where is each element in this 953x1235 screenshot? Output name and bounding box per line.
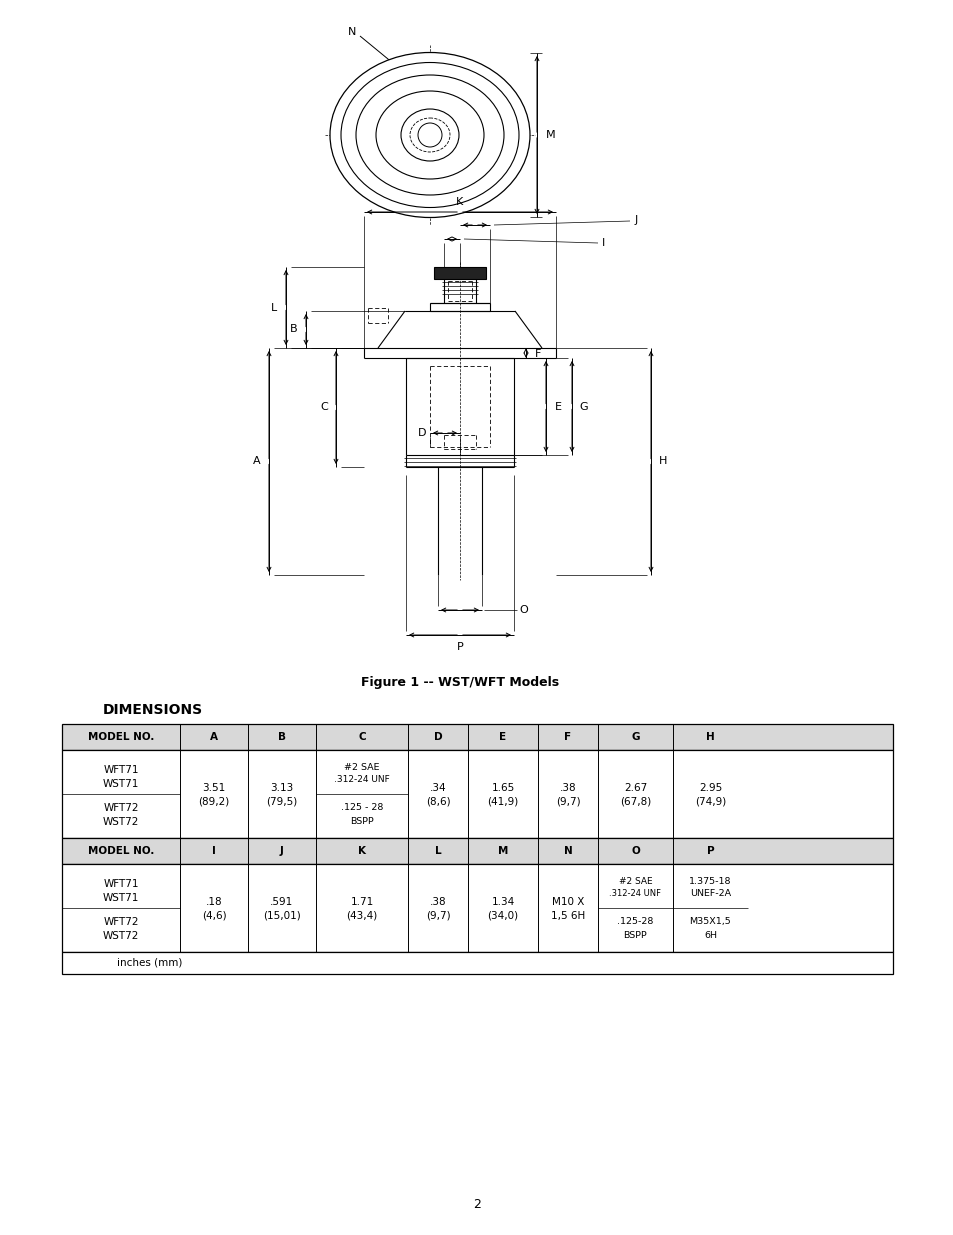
Text: inches (mm): inches (mm) xyxy=(117,958,182,968)
Ellipse shape xyxy=(330,53,530,217)
Text: BSPP: BSPP xyxy=(350,818,374,826)
Text: D: D xyxy=(434,732,442,742)
Bar xyxy=(62,750,892,839)
Text: .18: .18 xyxy=(206,897,222,906)
Text: D: D xyxy=(417,429,426,438)
Text: H: H xyxy=(659,457,666,467)
Text: 1.375-18: 1.375-18 xyxy=(688,878,731,887)
Text: 2: 2 xyxy=(473,1198,480,1212)
Text: M: M xyxy=(546,130,556,140)
Ellipse shape xyxy=(400,109,458,161)
Text: (15,01): (15,01) xyxy=(263,911,300,921)
Text: #2 SAE: #2 SAE xyxy=(618,878,652,887)
Text: K: K xyxy=(357,846,366,856)
Text: .125 - 28: .125 - 28 xyxy=(340,804,383,813)
Text: N: N xyxy=(348,27,355,37)
Bar xyxy=(62,952,892,974)
Text: I: I xyxy=(601,238,605,248)
Text: I: I xyxy=(212,846,215,856)
Text: M: M xyxy=(497,846,508,856)
Text: WST71: WST71 xyxy=(103,893,139,903)
Bar xyxy=(434,267,485,279)
Text: (9,7): (9,7) xyxy=(425,911,450,921)
Text: P: P xyxy=(456,642,463,652)
Text: H: H xyxy=(705,732,714,742)
Text: 1,5 6H: 1,5 6H xyxy=(550,911,584,921)
Text: O: O xyxy=(631,846,639,856)
Text: .34: .34 xyxy=(429,783,446,793)
Text: UNEF-2A: UNEF-2A xyxy=(689,889,730,899)
Text: 1.71: 1.71 xyxy=(350,897,374,906)
Text: Figure 1 -- WST/WFT Models: Figure 1 -- WST/WFT Models xyxy=(360,677,558,689)
Bar xyxy=(62,839,892,864)
Text: WFT71: WFT71 xyxy=(103,879,138,889)
Text: F: F xyxy=(535,350,540,359)
Text: L: L xyxy=(271,303,276,312)
Text: C: C xyxy=(320,403,328,412)
Text: .38: .38 xyxy=(429,897,446,906)
Text: MODEL NO.: MODEL NO. xyxy=(88,732,154,742)
Text: 1.65: 1.65 xyxy=(491,783,514,793)
Text: .591: .591 xyxy=(270,897,294,906)
Text: WST72: WST72 xyxy=(103,931,139,941)
Text: .38: .38 xyxy=(559,783,576,793)
Text: B: B xyxy=(277,732,286,742)
Text: J: J xyxy=(280,846,284,856)
Text: M35X1,5: M35X1,5 xyxy=(689,918,731,926)
Text: WST71: WST71 xyxy=(103,779,139,789)
Text: .125-28: .125-28 xyxy=(617,918,653,926)
Text: WFT72: WFT72 xyxy=(103,918,138,927)
Text: J: J xyxy=(634,215,637,225)
Text: (8,6): (8,6) xyxy=(425,797,450,806)
Ellipse shape xyxy=(375,91,483,179)
Ellipse shape xyxy=(355,75,503,195)
Text: (79,5): (79,5) xyxy=(266,797,297,806)
Text: F: F xyxy=(564,732,571,742)
Text: DIMENSIONS: DIMENSIONS xyxy=(103,703,203,718)
Text: #2 SAE: #2 SAE xyxy=(344,763,379,773)
Text: E: E xyxy=(554,401,561,411)
Text: 1.34: 1.34 xyxy=(491,897,514,906)
Text: .312-24 UNF: .312-24 UNF xyxy=(334,776,390,784)
Text: (67,8): (67,8) xyxy=(619,797,651,806)
Text: B: B xyxy=(290,325,297,335)
Text: (41,9): (41,9) xyxy=(487,797,518,806)
Text: (74,9): (74,9) xyxy=(694,797,725,806)
Text: (34,0): (34,0) xyxy=(487,911,518,921)
Text: P: P xyxy=(706,846,714,856)
Text: A: A xyxy=(253,457,260,467)
Text: G: G xyxy=(631,732,639,742)
Text: 3.13: 3.13 xyxy=(270,783,294,793)
Text: C: C xyxy=(357,732,365,742)
Ellipse shape xyxy=(340,63,518,207)
Text: N: N xyxy=(563,846,572,856)
Text: G: G xyxy=(579,401,588,411)
Text: L: L xyxy=(435,846,441,856)
Text: 2.67: 2.67 xyxy=(623,783,646,793)
Text: 3.51: 3.51 xyxy=(202,783,226,793)
Text: WST72: WST72 xyxy=(103,818,139,827)
Bar xyxy=(62,724,892,750)
Text: K: K xyxy=(456,198,463,207)
Text: 6H: 6H xyxy=(703,931,717,941)
Text: MODEL NO.: MODEL NO. xyxy=(88,846,154,856)
Text: A: A xyxy=(210,732,218,742)
Text: 2.95: 2.95 xyxy=(699,783,721,793)
Text: WFT72: WFT72 xyxy=(103,803,138,813)
Text: .312-24 UNF: .312-24 UNF xyxy=(609,889,660,899)
Text: E: E xyxy=(499,732,506,742)
Text: (9,7): (9,7) xyxy=(555,797,579,806)
Text: WFT71: WFT71 xyxy=(103,764,138,776)
Bar xyxy=(62,864,892,952)
Text: (89,2): (89,2) xyxy=(198,797,230,806)
Text: (43,4): (43,4) xyxy=(346,911,377,921)
Text: M10 X: M10 X xyxy=(551,897,583,906)
Text: BSPP: BSPP xyxy=(623,931,647,941)
Text: O: O xyxy=(519,605,528,615)
Text: (4,6): (4,6) xyxy=(201,911,226,921)
